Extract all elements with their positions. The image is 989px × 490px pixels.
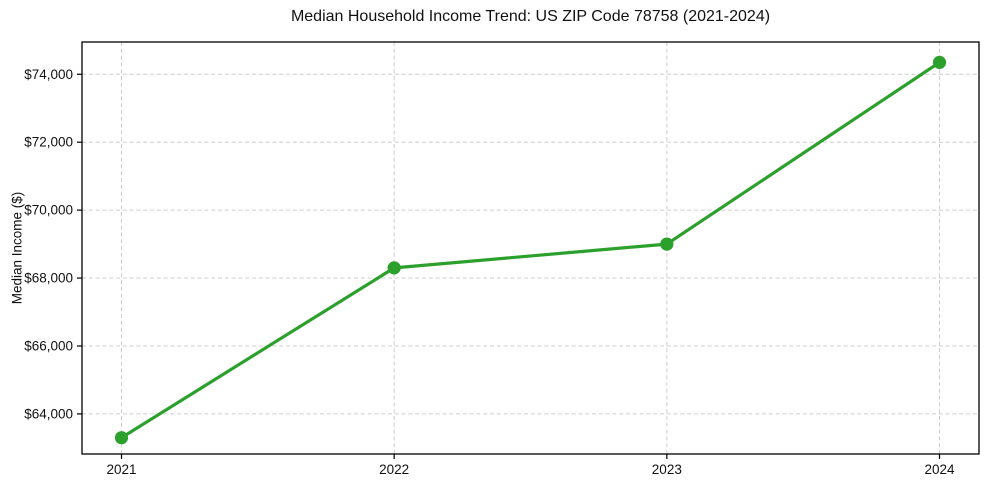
y-tick-label: $74,000 xyxy=(24,67,73,82)
data-point xyxy=(660,237,674,251)
y-tick-label: $70,000 xyxy=(24,203,73,218)
x-tick-label: 2024 xyxy=(924,462,955,477)
x-tick-label: 2021 xyxy=(106,462,136,477)
y-tick-label: $66,000 xyxy=(24,338,73,353)
y-tick-label: $72,000 xyxy=(24,135,73,150)
x-tick-label: 2022 xyxy=(379,462,409,477)
x-tick-label: 2023 xyxy=(652,462,682,477)
plot-frame xyxy=(81,41,980,455)
chart-title: Median Household Income Trend: US ZIP Co… xyxy=(290,8,771,25)
y-tick-label: $64,000 xyxy=(24,406,73,421)
data-point xyxy=(932,55,947,69)
trend-line xyxy=(119,60,942,440)
y-tick-label: $68,000 xyxy=(24,271,73,286)
data-point xyxy=(387,261,401,275)
data-point xyxy=(114,431,129,445)
